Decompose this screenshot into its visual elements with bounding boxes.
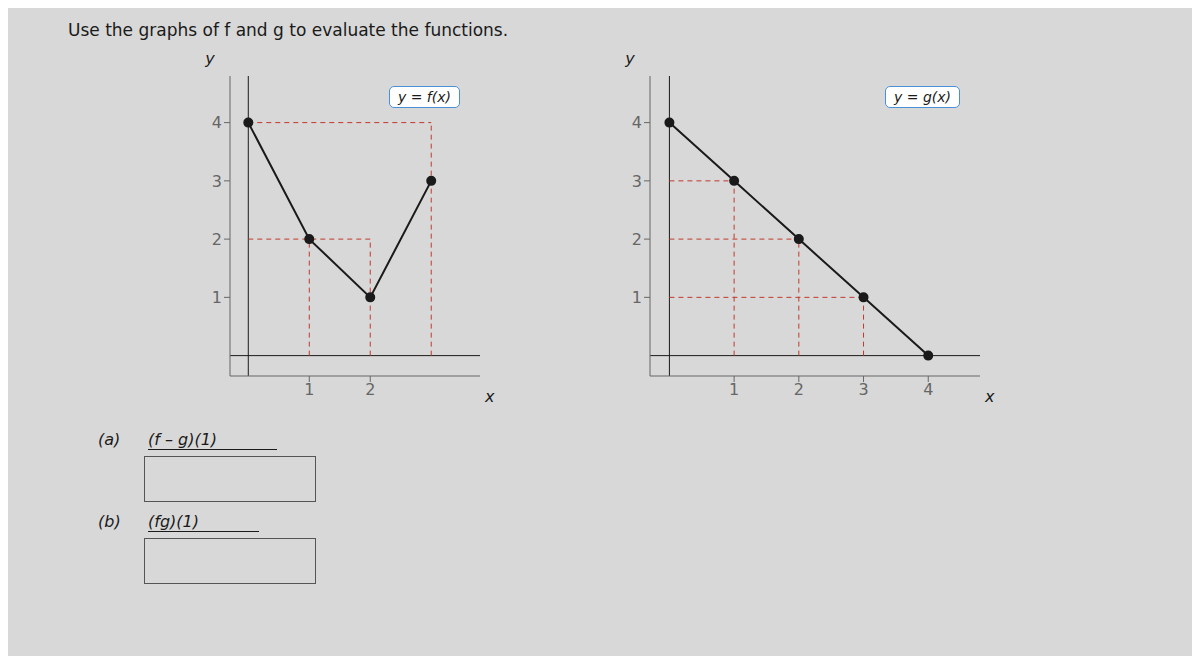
- html-text:y = g(x): y = g(x): [894, 89, 951, 105]
- html-text:(f – g)(1): (f – g)(1): [148, 430, 218, 449]
- html-text:y = f(x): y = f(x): [397, 89, 451, 105]
- html-text:(fg)(1): (fg)(1): [148, 512, 199, 531]
- svg-text:y: y: [204, 49, 215, 68]
- svg-text:y: y: [624, 49, 635, 68]
- html-text:Use the graphs of f and g to e: Use the graphs of f and g to evaluate th…: [68, 20, 509, 40]
- svg-text:4: 4: [212, 113, 222, 132]
- svg-text:3: 3: [858, 380, 868, 399]
- svg-text:2: 2: [794, 380, 804, 399]
- svg-text:2: 2: [212, 230, 222, 249]
- svg-text:2: 2: [365, 380, 375, 399]
- svg-text:x: x: [984, 387, 995, 406]
- svg-text:3: 3: [212, 172, 222, 191]
- svg-text:1: 1: [729, 380, 739, 399]
- svg-text:x: x: [484, 387, 495, 406]
- html-text:(a): (a): [98, 430, 121, 449]
- svg-text:1: 1: [632, 288, 642, 307]
- svg-text:2: 2: [632, 230, 642, 249]
- html-text:(b): (b): [98, 512, 121, 531]
- svg-text:1: 1: [304, 380, 314, 399]
- svg-text:4: 4: [923, 380, 933, 399]
- svg-text:4: 4: [632, 113, 642, 132]
- svg-text:3: 3: [632, 172, 642, 191]
- svg-text:1: 1: [212, 288, 222, 307]
